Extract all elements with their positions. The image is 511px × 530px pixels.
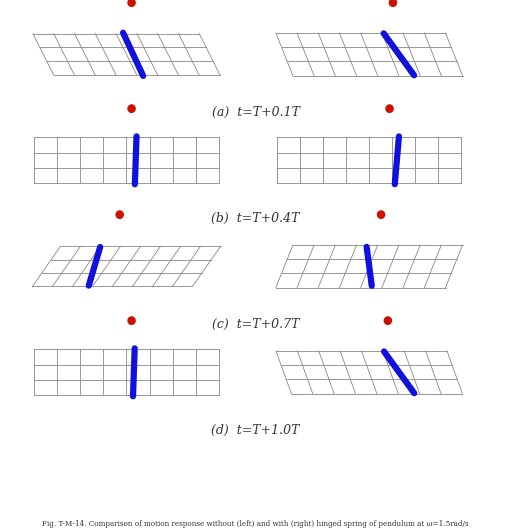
Text: (a)  t=T+0.1T: (a) t=T+0.1T: [212, 105, 299, 119]
Text: (b)  t=T+0.4T: (b) t=T+0.4T: [211, 211, 300, 225]
Text: Fig. T-M-14. Comparison of motion response without (left) and with (right) hinge: Fig. T-M-14. Comparison of motion respon…: [42, 520, 469, 528]
Text: (c)  t=T+0.7T: (c) t=T+0.7T: [212, 317, 299, 331]
Text: (d)  t=T+1.0T: (d) t=T+1.0T: [211, 423, 300, 437]
